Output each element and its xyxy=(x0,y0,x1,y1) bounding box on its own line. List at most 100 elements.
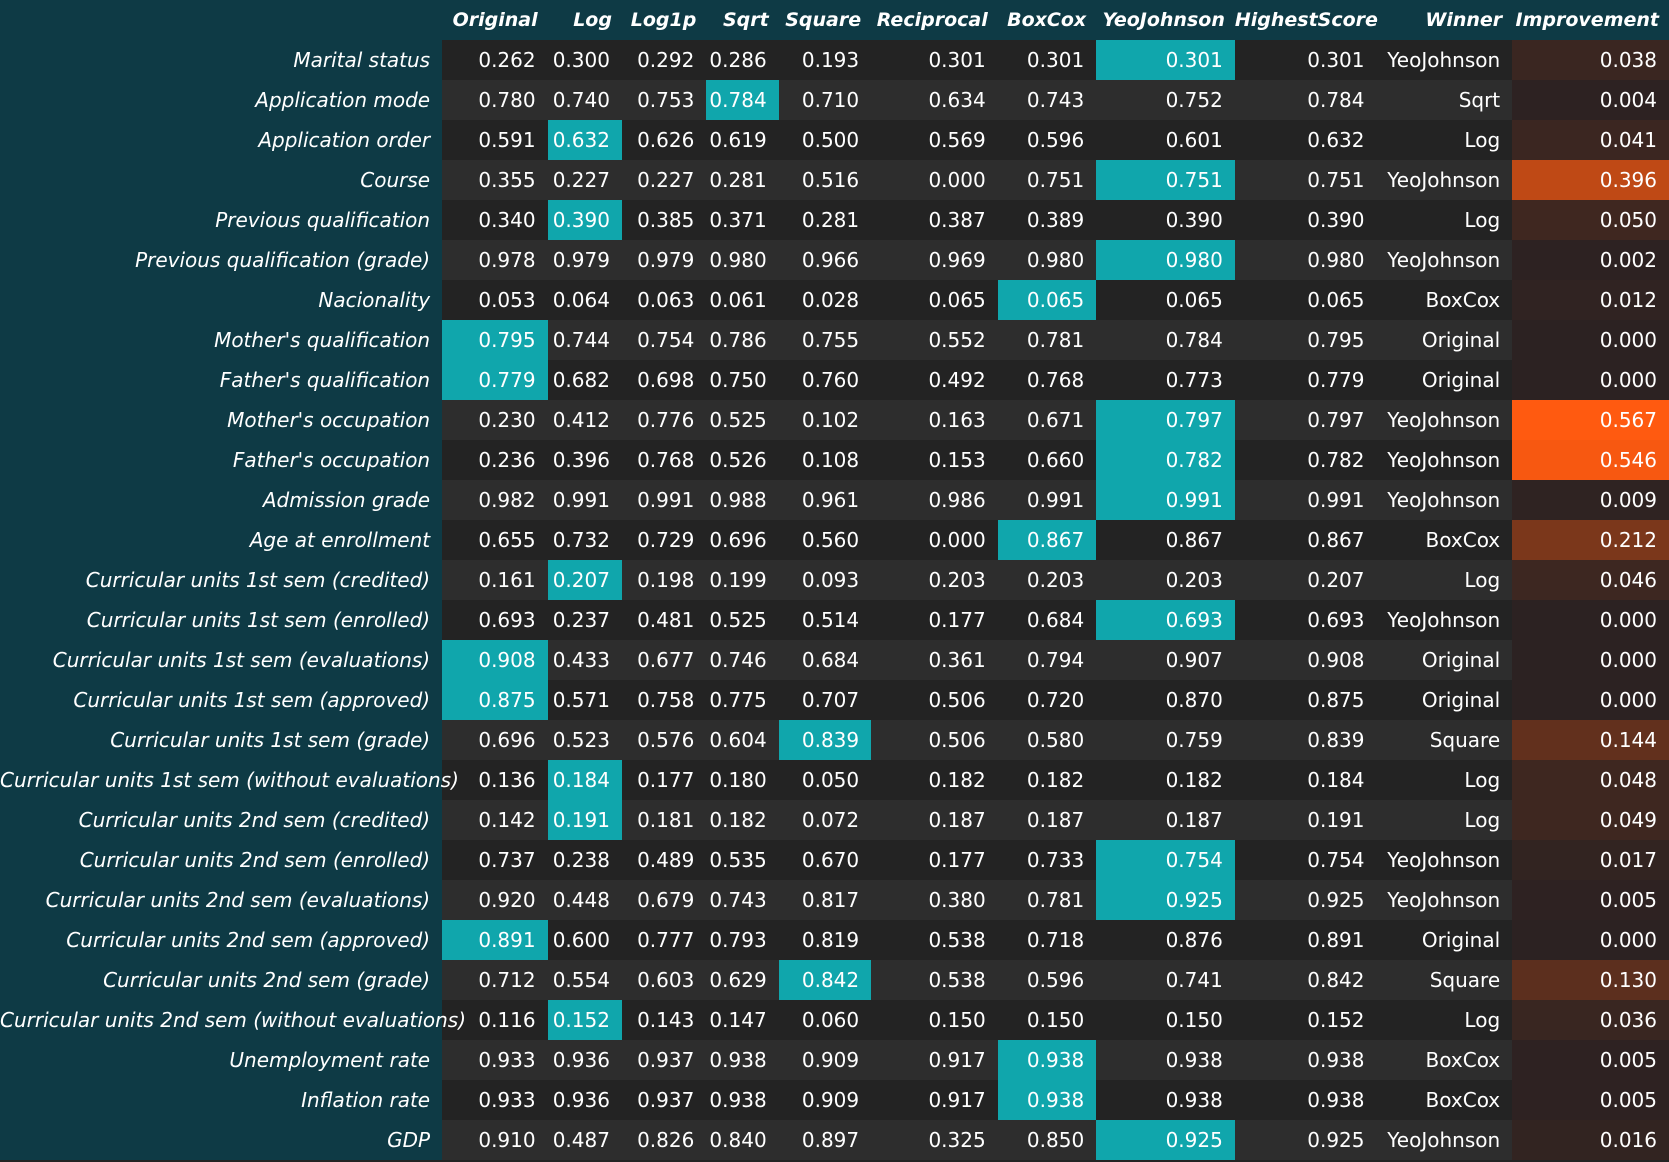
cell-yeojohnson: 0.065 xyxy=(1096,280,1235,320)
cell-winner: Original xyxy=(1376,920,1513,960)
cell-highestscore: 0.795 xyxy=(1234,320,1377,360)
cell-boxcox: 0.751 xyxy=(997,160,1097,200)
cell-square: 0.817 xyxy=(778,880,872,920)
table-row: Mother's occupation 0.230 0.412 0.776 0.525 0… xyxy=(0,400,1669,440)
table-body: Marital status 0.262 0.300 0.292 0.286 0.193 0… xyxy=(0,40,1669,1160)
table-header: Original Log Log1p Sqrt Square Reciproca… xyxy=(0,0,1669,40)
cell-sqrt: 0.371 xyxy=(706,200,779,240)
cell-square: 0.710 xyxy=(778,80,872,120)
cell-improvement: 0.546 xyxy=(1512,440,1669,480)
cell-winner: YeoJohnson xyxy=(1376,880,1513,920)
cell-log1p: 0.177 xyxy=(621,760,707,800)
cell-log1p: 0.063 xyxy=(621,280,707,320)
table-row: Age at enrollment 0.655 0.732 0.729 0.696 0.5… xyxy=(0,520,1669,560)
cell-winner: BoxCox xyxy=(1376,280,1513,320)
cell-sqrt: 0.526 xyxy=(706,440,779,480)
cell-highestscore: 0.908 xyxy=(1234,640,1377,680)
cell-reciprocal: 0.065 xyxy=(871,280,998,320)
cell-reciprocal: 0.000 xyxy=(871,160,998,200)
cell-boxcox: 0.389 xyxy=(997,200,1097,240)
row-label: Application order xyxy=(0,120,443,160)
cell-yeojohnson: 0.876 xyxy=(1096,920,1235,960)
cell-improvement: 0.000 xyxy=(1512,360,1669,400)
row-label: Previous qualification xyxy=(0,200,443,240)
cell-improvement: 0.002 xyxy=(1512,240,1669,280)
cell-sqrt: 0.988 xyxy=(706,480,779,520)
cell-winner: Square xyxy=(1376,960,1513,1000)
cell-sqrt: 0.604 xyxy=(706,720,779,760)
column-header-improvement: Improvement xyxy=(1512,0,1669,40)
cell-winner: Original xyxy=(1376,360,1513,400)
cell-reciprocal: 0.506 xyxy=(871,720,998,760)
cell-square: 0.897 xyxy=(778,1120,872,1160)
cell-winner: Original xyxy=(1376,680,1513,720)
cell-sqrt: 0.750 xyxy=(706,360,779,400)
cell-log: 0.207 xyxy=(547,560,622,600)
cell-log1p: 0.979 xyxy=(621,240,707,280)
cell-reciprocal: 0.552 xyxy=(871,320,998,360)
cell-boxcox: 0.301 xyxy=(997,40,1097,80)
cell-sqrt: 0.629 xyxy=(706,960,779,1000)
cell-original: 0.933 xyxy=(442,1080,548,1120)
cell-highestscore: 0.925 xyxy=(1234,880,1377,920)
cell-original: 0.982 xyxy=(442,480,548,520)
cell-boxcox: 0.720 xyxy=(997,680,1097,720)
cell-highestscore: 0.779 xyxy=(1234,360,1377,400)
column-header-sqrt: Sqrt xyxy=(706,0,779,40)
cell-boxcox: 0.065 xyxy=(997,280,1097,320)
row-label: GDP xyxy=(0,1120,443,1160)
cell-original: 0.933 xyxy=(442,1040,548,1080)
cell-yeojohnson: 0.980 xyxy=(1096,240,1235,280)
column-header-square: Square xyxy=(778,0,872,40)
cell-square: 0.500 xyxy=(778,120,872,160)
cell-boxcox: 0.684 xyxy=(997,600,1097,640)
cell-improvement: 0.038 xyxy=(1512,40,1669,80)
row-label: Course xyxy=(0,160,443,200)
row-label: Curricular units 1st sem (credited) xyxy=(0,560,443,600)
cell-log: 0.390 xyxy=(547,200,622,240)
cell-sqrt: 0.746 xyxy=(706,640,779,680)
cell-square: 0.760 xyxy=(778,360,872,400)
table-row: Inflation rate 0.933 0.936 0.937 0.938 0.909 0… xyxy=(0,1080,1669,1120)
cell-improvement: 0.036 xyxy=(1512,1000,1669,1040)
cell-winner: Square xyxy=(1376,720,1513,760)
table-row: Marital status 0.262 0.300 0.292 0.286 0.193 0… xyxy=(0,40,1669,80)
cell-yeojohnson: 0.782 xyxy=(1096,440,1235,480)
cell-yeojohnson: 0.991 xyxy=(1096,480,1235,520)
cell-square: 0.842 xyxy=(778,960,872,1000)
cell-improvement: 0.000 xyxy=(1512,920,1669,960)
cell-sqrt: 0.199 xyxy=(706,560,779,600)
cell-reciprocal: 0.182 xyxy=(871,760,998,800)
row-label: Admission grade xyxy=(0,480,443,520)
cell-yeojohnson: 0.182 xyxy=(1096,760,1235,800)
cell-highestscore: 0.754 xyxy=(1234,840,1377,880)
cell-highestscore: 0.301 xyxy=(1234,40,1377,80)
cell-reciprocal: 0.387 xyxy=(871,200,998,240)
cell-yeojohnson: 0.601 xyxy=(1096,120,1235,160)
cell-log1p: 0.198 xyxy=(621,560,707,600)
cell-square: 0.819 xyxy=(778,920,872,960)
cell-log: 0.433 xyxy=(547,640,622,680)
cell-log1p: 0.698 xyxy=(621,360,707,400)
cell-square: 0.909 xyxy=(778,1040,872,1080)
cell-sqrt: 0.061 xyxy=(706,280,779,320)
row-label: Curricular units 1st sem (approved) xyxy=(0,680,443,720)
table-row: Curricular units 2nd sem (approved) 0.891… xyxy=(0,920,1669,960)
cell-reciprocal: 0.506 xyxy=(871,680,998,720)
row-label: Mother's qualification xyxy=(0,320,443,360)
cell-improvement: 0.005 xyxy=(1512,1080,1669,1120)
cell-reciprocal: 0.917 xyxy=(871,1080,998,1120)
cell-log1p: 0.143 xyxy=(621,1000,707,1040)
cell-improvement: 0.009 xyxy=(1512,480,1669,520)
row-label: Curricular units 1st sem (evaluations) xyxy=(0,640,443,680)
cell-log1p: 0.677 xyxy=(621,640,707,680)
cell-original: 0.737 xyxy=(442,840,548,880)
cell-winner: BoxCox xyxy=(1376,1040,1513,1080)
cell-reciprocal: 0.538 xyxy=(871,920,998,960)
cell-winner: YeoJohnson xyxy=(1376,40,1513,80)
cell-sqrt: 0.786 xyxy=(706,320,779,360)
cell-original: 0.795 xyxy=(442,320,548,360)
cell-highestscore: 0.839 xyxy=(1234,720,1377,760)
cell-log: 0.936 xyxy=(547,1080,622,1120)
